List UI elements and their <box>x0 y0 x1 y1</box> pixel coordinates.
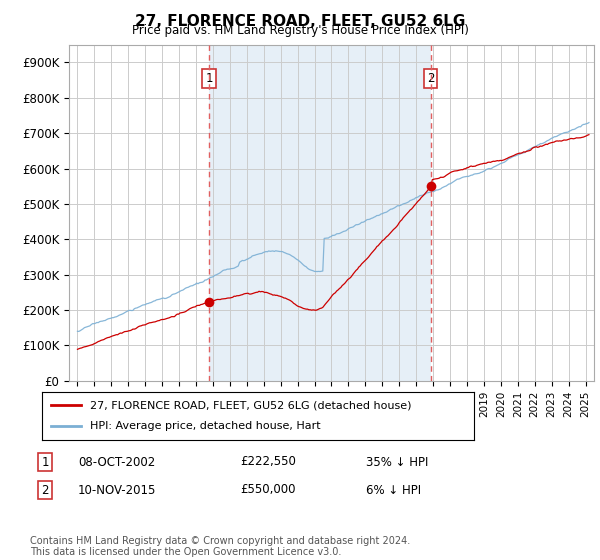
Text: 1: 1 <box>205 72 213 85</box>
Text: 27, FLORENCE ROAD, FLEET, GU52 6LG (detached house): 27, FLORENCE ROAD, FLEET, GU52 6LG (deta… <box>89 400 411 410</box>
Text: 08-OCT-2002: 08-OCT-2002 <box>78 455 155 469</box>
Text: Contains HM Land Registry data © Crown copyright and database right 2024.
This d: Contains HM Land Registry data © Crown c… <box>30 535 410 557</box>
Text: 10-NOV-2015: 10-NOV-2015 <box>78 483 157 497</box>
Text: £222,550: £222,550 <box>240 455 296 469</box>
Text: 35% ↓ HPI: 35% ↓ HPI <box>366 455 428 469</box>
Bar <box>209 45 431 381</box>
Text: £550,000: £550,000 <box>240 483 296 497</box>
Text: 27, FLORENCE ROAD, FLEET, GU52 6LG: 27, FLORENCE ROAD, FLEET, GU52 6LG <box>135 14 465 29</box>
Text: 1: 1 <box>41 455 49 469</box>
Text: 2: 2 <box>427 72 434 85</box>
Text: 6% ↓ HPI: 6% ↓ HPI <box>366 483 421 497</box>
Text: 2: 2 <box>41 483 49 497</box>
Text: Price paid vs. HM Land Registry's House Price Index (HPI): Price paid vs. HM Land Registry's House … <box>131 24 469 37</box>
Text: HPI: Average price, detached house, Hart: HPI: Average price, detached house, Hart <box>89 421 320 431</box>
